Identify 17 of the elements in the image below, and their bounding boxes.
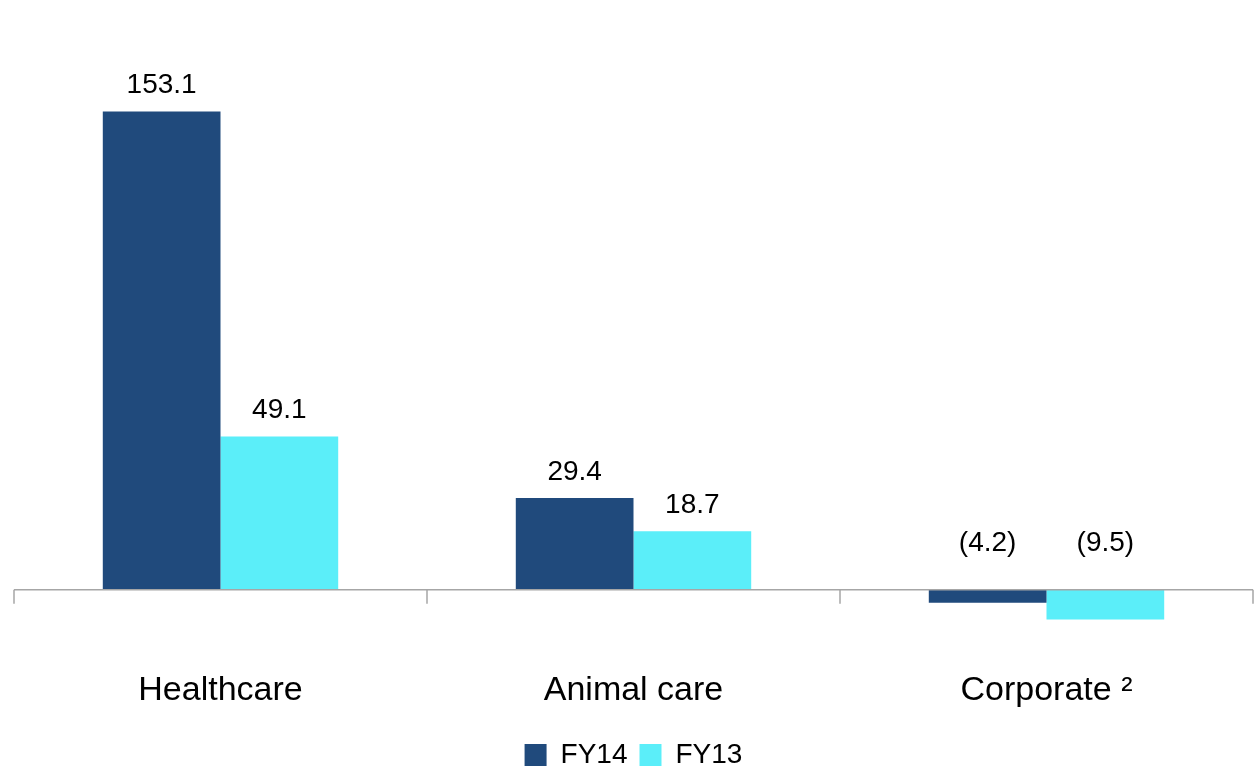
bar <box>515 497 634 590</box>
data-label: 29.4 <box>547 454 602 486</box>
bar <box>928 589 1047 603</box>
x-tick-label: Animal care <box>543 668 724 707</box>
data-label: 153.1 <box>126 68 197 100</box>
bar <box>102 111 221 590</box>
bar <box>633 531 752 590</box>
legend-label: FY14 <box>560 737 628 769</box>
x-tick-label: Healthcare <box>138 668 303 707</box>
bar <box>220 436 339 590</box>
data-label: (4.2) <box>958 526 1017 558</box>
data-label: 18.7 <box>665 488 720 520</box>
data-label: (9.5) <box>1076 526 1135 558</box>
legend-label: FY13 <box>675 737 743 769</box>
bar <box>1046 589 1165 620</box>
data-label: 49.1 <box>252 393 307 425</box>
x-tick-label: Corporate ² <box>960 668 1133 707</box>
